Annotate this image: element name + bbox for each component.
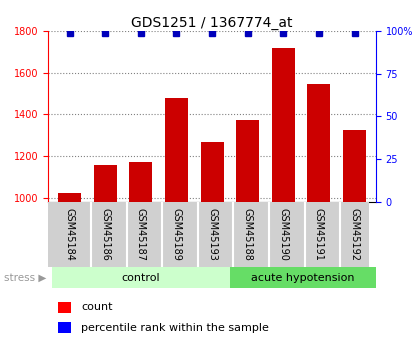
- Bar: [52, 267, 230, 288]
- Bar: [272, 48, 295, 202]
- Bar: [58, 322, 71, 333]
- Text: GSM45191: GSM45191: [314, 208, 324, 261]
- Text: acute hypotension: acute hypotension: [251, 273, 354, 283]
- Bar: [165, 98, 188, 202]
- Text: percentile rank within the sample: percentile rank within the sample: [81, 323, 269, 333]
- Bar: [129, 162, 152, 202]
- Text: GSM45192: GSM45192: [349, 208, 360, 261]
- Text: count: count: [81, 302, 113, 312]
- Text: control: control: [121, 273, 160, 283]
- Text: GSM45187: GSM45187: [136, 208, 146, 261]
- Bar: [343, 130, 366, 202]
- Bar: [236, 120, 259, 202]
- Text: GSM45190: GSM45190: [278, 208, 288, 261]
- Text: GSM45189: GSM45189: [171, 208, 181, 261]
- Text: GSM45193: GSM45193: [207, 208, 217, 261]
- Bar: [58, 302, 71, 313]
- Bar: [94, 165, 117, 202]
- Text: GSM45188: GSM45188: [243, 208, 253, 261]
- Title: GDS1251 / 1367774_at: GDS1251 / 1367774_at: [131, 16, 293, 30]
- Text: GSM45184: GSM45184: [65, 208, 75, 261]
- Bar: [307, 84, 331, 202]
- Bar: [58, 194, 81, 202]
- Text: GSM45186: GSM45186: [100, 208, 110, 261]
- Text: stress ▶: stress ▶: [4, 273, 47, 283]
- Bar: [200, 142, 224, 202]
- Bar: [230, 267, 376, 288]
